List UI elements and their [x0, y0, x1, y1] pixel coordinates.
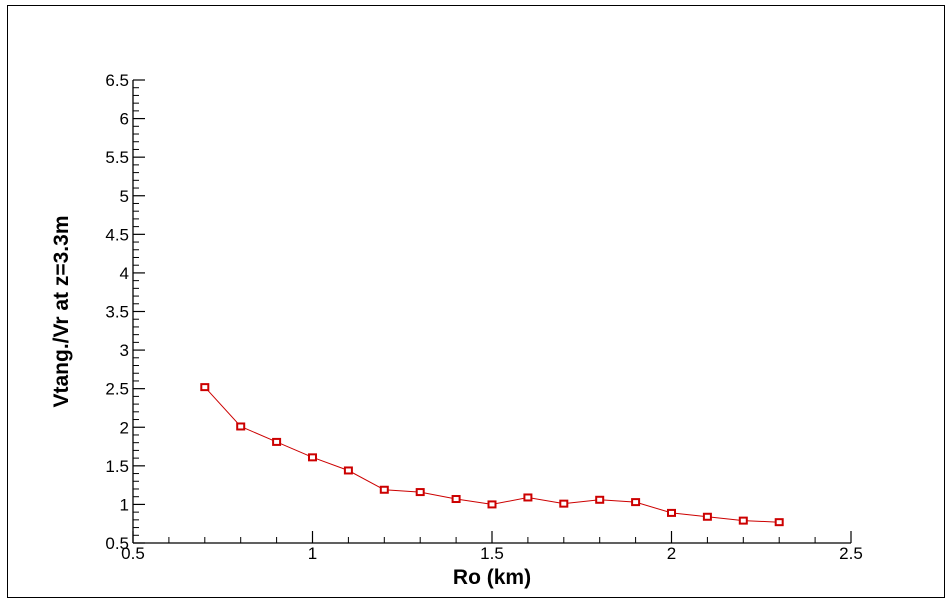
data-point: [487, 500, 497, 509]
y-tick-label: 4: [120, 264, 129, 283]
series-0: [200, 383, 784, 527]
y-tick-label: 1: [120, 495, 129, 514]
data-point: [200, 383, 210, 392]
data-point: [523, 493, 533, 502]
data-point: [559, 499, 569, 508]
y-tick-label: 1.5: [105, 457, 129, 476]
x-axis-title: Ro (km): [453, 566, 531, 589]
y-tick-label: 4.5: [105, 225, 129, 244]
chart-frame: [7, 5, 945, 598]
data-point: [379, 485, 389, 494]
data-point: [631, 498, 641, 507]
y-tick-label: 2: [120, 418, 129, 437]
data-point: [774, 518, 784, 527]
x-tick-label: 1: [308, 544, 317, 563]
axes: [132, 80, 851, 544]
series-layer: [200, 383, 784, 527]
data-point: [738, 516, 748, 525]
y-axis-title: Vtang./Vr at z=3.3m: [50, 216, 73, 408]
data-point: [415, 488, 425, 497]
data-point: [272, 437, 282, 446]
data-point: [667, 508, 676, 517]
data-point: [343, 466, 353, 475]
data-point: [451, 495, 461, 504]
x-tick-label: 2: [667, 544, 676, 563]
y-tick-label: 2.5: [105, 380, 129, 399]
x-tick-label: 2.5: [839, 544, 863, 563]
y-tick-label: 3.5: [105, 303, 129, 322]
data-point: [236, 422, 246, 431]
tick-labels: 0.5 1 1.5 2 2.5 3 3.5 4 4.5 5 5.5 6 6.5 0.5 1 1.5 2 2.5: [105, 71, 862, 563]
ticks: [132, 79, 852, 544]
y-tick-label: 5: [120, 187, 129, 206]
x-tick-label: 1.5: [480, 544, 504, 563]
y-tick-label: 3: [120, 341, 129, 360]
y-tick-label: 5.5: [105, 148, 129, 167]
data-point: [308, 453, 317, 462]
x-tick-label: 0.5: [121, 544, 145, 563]
y-tick-label: 6.5: [105, 71, 129, 90]
y-tick-label: 6: [120, 110, 129, 129]
y-tick-label: 0.5: [105, 534, 129, 553]
data-point: [595, 495, 605, 504]
data-point: [702, 512, 712, 521]
